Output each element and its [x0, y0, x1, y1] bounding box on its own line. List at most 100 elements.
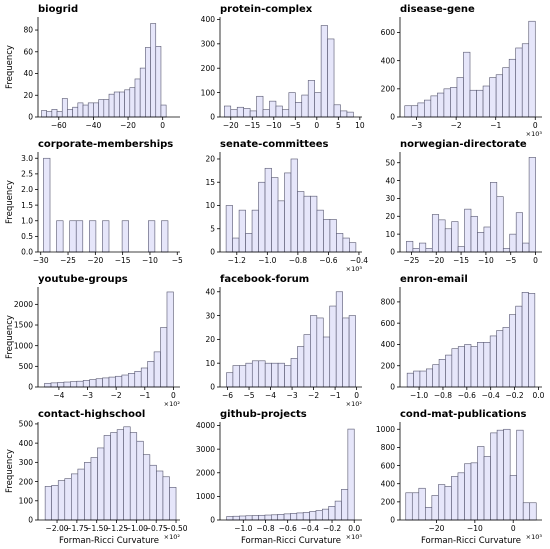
x-tick-label: −0.4 [482, 391, 500, 400]
histogram-bar [51, 485, 59, 521]
x-tick-label: −25 [60, 256, 76, 265]
x-tick-label: −4 [265, 391, 276, 400]
histogram-bar [275, 105, 283, 118]
histogram-bar [108, 93, 115, 118]
histogram-bar [444, 486, 452, 521]
histogram-bar [457, 246, 465, 253]
x-tick-label: −0.8 [289, 256, 307, 265]
histogram-bar [297, 191, 305, 253]
x-axis-multiplier: ×10² [346, 400, 363, 408]
histogram-bar [509, 233, 517, 253]
histogram-bar [108, 376, 116, 388]
histogram-bar [89, 220, 97, 253]
y-tick-label: 40 [205, 287, 215, 296]
histogram-bar [477, 232, 485, 253]
histogram-bar [139, 67, 146, 118]
subplot-facebook-forum: facebook-forum −6 −5 −4 −3 −2 −1 0 0 10 20 30 40 ×10² [205, 274, 362, 408]
histogram-bar [329, 305, 337, 388]
histogram-bar [521, 43, 530, 118]
histogram-bar [314, 92, 322, 118]
histogram-bar [496, 196, 504, 253]
histogram-bar [119, 91, 125, 118]
histogram-bar [226, 372, 234, 388]
y-tick-label: 60 [23, 47, 33, 56]
histogram-bar [129, 432, 138, 521]
x-tick-label: −1 [490, 121, 501, 130]
subplot-senate-committees: senate-committees −1.2 −1.0 −0.8 −0.6 −0.4 0 5 1… [205, 139, 368, 273]
histogram-bar [432, 364, 440, 388]
histogram-bar [430, 95, 438, 118]
histogram-bar [457, 472, 465, 521]
histogram-bar [516, 429, 524, 521]
y-tick-label: 600 [381, 461, 396, 470]
y-axis-label: Frequency [5, 45, 15, 89]
histogram-bar [342, 317, 350, 388]
y-tick-label: 600 [381, 28, 396, 37]
y-tick-label: 2000 [14, 300, 33, 309]
y-tick-label: 0 [210, 383, 215, 392]
y-tick-label: 80 [23, 26, 33, 35]
y-tick-label: 200 [201, 64, 216, 73]
subplot-title: biogrid [38, 4, 78, 15]
histogram-bar [464, 208, 472, 253]
x-tick-label: −25 [404, 256, 420, 265]
histogram-bar [327, 38, 335, 118]
subplot-disease-gene: disease-gene −3 −2 −1 0 0 200 400 600 ×10³ [381, 4, 543, 138]
histogram-bar [251, 515, 259, 521]
histogram-bar [502, 248, 511, 253]
histogram-bar [121, 220, 129, 253]
y-tick-label: 300 [201, 40, 216, 49]
histogram-bar [334, 500, 342, 521]
histogram-bar [477, 446, 485, 521]
y-tick-label: 200 [381, 498, 396, 507]
histogram-bar [349, 242, 357, 253]
histogram-bar [316, 209, 324, 253]
histogram-bar [336, 233, 344, 253]
x-axis-multiplier: ×10³ [526, 533, 543, 541]
histogram-bar [145, 47, 151, 118]
histogram-bar [116, 429, 124, 521]
histogram-bar [335, 291, 343, 388]
y-tick-label: 30 [205, 311, 215, 320]
histogram-bar [166, 291, 174, 388]
histogram-bar [431, 495, 439, 521]
histogram-bar [153, 351, 161, 388]
y-tick-label: 200 [381, 85, 396, 94]
x-tick-label: −15 [244, 121, 260, 130]
histogram-bar [150, 23, 157, 118]
histogram-bar [143, 454, 151, 521]
y-tick-label: 0 [390, 248, 395, 257]
y-tick-label: 0 [28, 113, 33, 122]
y-tick-label: 1000 [14, 341, 33, 350]
histogram-bar [315, 510, 323, 521]
y-tick-label: 40 [23, 69, 33, 78]
histogram-bar [310, 315, 318, 388]
histogram-bar [451, 221, 459, 253]
histogram-bar [521, 292, 529, 388]
x-tick-label: −3 [411, 121, 422, 130]
x-tick-label: −15 [115, 256, 131, 265]
x-tick-label: −1.0 [410, 391, 428, 400]
histogram-bar [477, 342, 485, 388]
subplot-title: github-projects [220, 409, 307, 420]
histogram-bar [77, 102, 84, 118]
subplot-title: facebook-forum [220, 274, 309, 285]
y-tick-label: 1.0 [21, 216, 33, 225]
y-tick-label: 1000 [196, 492, 215, 501]
x-tick-label: −10 [478, 256, 494, 265]
x-tick-label: −2 [451, 121, 462, 130]
histogram-bar [149, 464, 157, 521]
x-tick-label: −1 [139, 391, 150, 400]
histogram-bar [482, 85, 490, 118]
histogram-bar [515, 212, 523, 253]
histogram-bar [284, 172, 292, 253]
y-tick-label: 30 [385, 194, 395, 203]
x-tick-label: −40 [86, 121, 102, 130]
histogram-bar [450, 87, 458, 118]
histogram-bar [44, 486, 52, 521]
histogram-bar [123, 426, 131, 521]
histogram-bar [239, 365, 247, 388]
y-tick-label: 0 [390, 113, 395, 122]
histogram-bar [310, 195, 318, 253]
